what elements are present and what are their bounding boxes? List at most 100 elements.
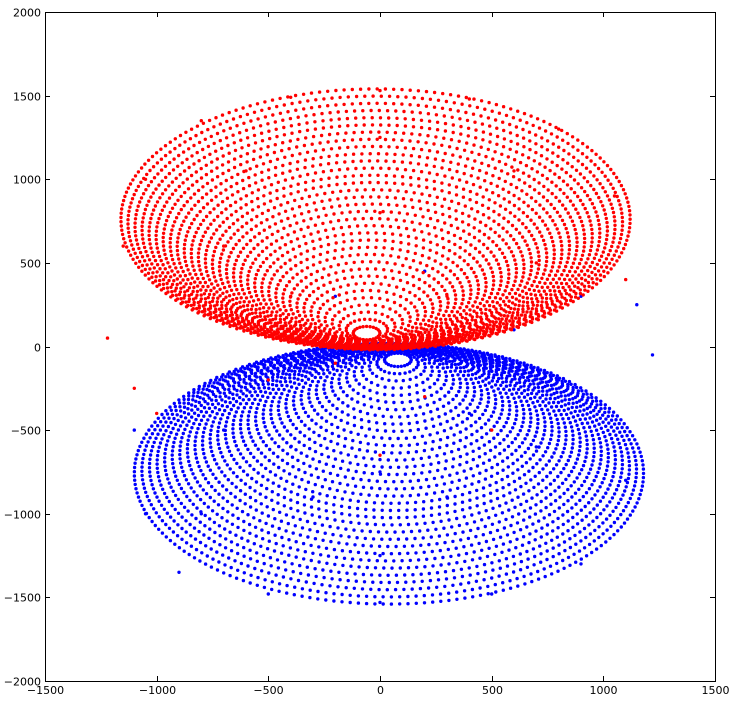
data-point: [316, 315, 320, 319]
data-point: [581, 392, 586, 396]
data-point: [267, 458, 271, 463]
data-point: [245, 211, 250, 215]
data-point: [504, 242, 508, 246]
data-point: [533, 554, 537, 559]
data-point: [421, 536, 425, 540]
data-point: [528, 251, 532, 256]
data-point: [274, 541, 278, 546]
data-point: [239, 478, 243, 482]
data-point: [456, 226, 460, 230]
data-point: [485, 554, 490, 559]
data-point: [295, 366, 300, 370]
data-point: [400, 559, 404, 563]
data-point: [523, 371, 528, 375]
data-point: [220, 455, 225, 459]
data-point: [472, 256, 476, 260]
data-point: [157, 479, 162, 483]
data-point: [289, 498, 293, 502]
data-point: [335, 368, 339, 373]
data-point: [317, 499, 321, 503]
data-point: [390, 566, 394, 570]
data-point: [274, 291, 278, 295]
data-point: [489, 310, 494, 315]
data-point: [508, 383, 512, 387]
data-point: [517, 476, 522, 480]
data-point: [288, 299, 292, 303]
data-point: [587, 487, 592, 491]
data-point: [428, 298, 433, 302]
data-point: [310, 367, 314, 371]
data-point: [171, 461, 175, 466]
data-point: [193, 476, 197, 480]
data-point: [339, 352, 343, 356]
data-point: [608, 513, 612, 517]
data-point: [265, 256, 269, 261]
data-point: [357, 318, 362, 322]
data-point: [160, 412, 164, 417]
data-point: [262, 420, 266, 425]
data-point: [257, 231, 261, 236]
data-point: [357, 245, 361, 250]
data-point: [638, 450, 642, 454]
data-point: [297, 319, 302, 324]
data-point: [260, 289, 264, 294]
data-point: [226, 280, 230, 284]
data-point: [562, 502, 566, 507]
data-point: [493, 455, 497, 459]
data-point: [220, 398, 224, 402]
data-point: [222, 297, 226, 302]
data-point: [180, 526, 184, 531]
data-point: [417, 354, 422, 359]
data-point: [581, 413, 585, 417]
data-point: [226, 445, 230, 449]
data-point: [577, 549, 582, 553]
data-point: [442, 382, 446, 387]
data-point: [482, 304, 486, 308]
data-point: [529, 363, 533, 368]
data-point: [262, 561, 266, 566]
data-point: [265, 505, 269, 509]
data-point: [419, 485, 423, 490]
data-point: [197, 529, 201, 534]
data-point: [491, 287, 495, 291]
data-point: [484, 223, 488, 228]
data-point: [210, 258, 215, 262]
data-point: [606, 428, 610, 433]
data-point: [626, 500, 630, 505]
data-point: [170, 457, 174, 462]
data-point: [470, 372, 475, 377]
data-point: [423, 365, 427, 370]
data-point: [381, 305, 385, 309]
data-point: [454, 209, 458, 213]
data-point: [246, 422, 250, 427]
data-point: [350, 557, 355, 561]
data-point: [525, 565, 530, 569]
data-point: [246, 418, 250, 422]
data-point: [381, 414, 385, 418]
data-point: [237, 381, 241, 385]
data-point: [511, 461, 515, 466]
data-point: [324, 408, 328, 413]
data-point: [193, 448, 197, 452]
data-point: [606, 451, 610, 456]
data-point: [499, 270, 503, 275]
data-point: [458, 381, 463, 385]
data-point: [291, 351, 296, 355]
data-point: [458, 402, 462, 406]
data-point: [591, 399, 595, 403]
data-point: [175, 413, 179, 417]
data-point: [504, 379, 508, 384]
data-point: [414, 594, 418, 598]
data-point: [197, 387, 201, 391]
data-point: [371, 281, 375, 285]
data-point: [564, 434, 568, 438]
data-point: [494, 544, 499, 548]
data-point: [559, 404, 564, 409]
data-point: [501, 238, 505, 242]
data-point: [466, 536, 471, 541]
data-point: [598, 485, 602, 489]
data-point: [346, 413, 350, 417]
data-point: [575, 423, 579, 427]
data-point: [272, 206, 277, 210]
data-point: [513, 437, 518, 441]
